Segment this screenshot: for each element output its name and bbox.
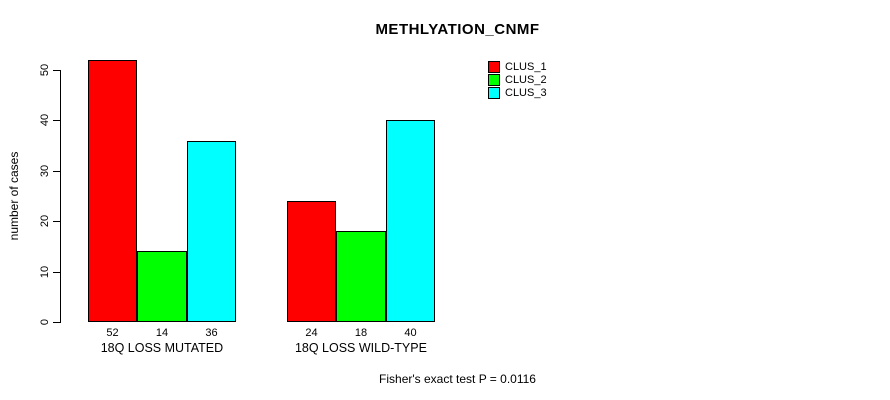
bar-value-label: 14 xyxy=(155,327,169,339)
y-axis-tick-label: 30 xyxy=(39,164,51,177)
y-axis-tick xyxy=(53,322,60,323)
y-axis-tick xyxy=(53,271,60,273)
bar-value-label: 52 xyxy=(106,327,119,339)
y-axis-label: number of cases xyxy=(7,151,21,241)
legend-label: CLUS_1 xyxy=(505,60,547,73)
legend-label: CLUS_2 xyxy=(505,73,547,86)
legend-label: CLUS_3 xyxy=(505,86,547,99)
legend: CLUS_1 CLUS_2 CLUS_3 xyxy=(488,60,547,99)
legend-row: CLUS_1 xyxy=(488,60,547,73)
bar-clus_1-2 xyxy=(287,201,336,322)
y-axis-tick xyxy=(53,221,60,223)
y-axis-tick-label: 40 xyxy=(39,114,51,127)
legend-swatch-clus_3 xyxy=(488,86,500,99)
legend-row: CLUS_3 xyxy=(488,86,547,99)
chart-title: METHLYATION_CNMF xyxy=(375,21,540,38)
legend-swatch-clus_2 xyxy=(488,73,500,86)
bar-clus_2-2 xyxy=(336,231,386,322)
bar-clus_1-1 xyxy=(88,60,137,322)
y-axis-tick xyxy=(53,70,60,71)
bar-value-label: 24 xyxy=(305,327,318,339)
y-axis-tick xyxy=(53,170,60,172)
y-axis-tick-label: 50 xyxy=(39,63,51,77)
category-label: 18Q LOSS MUTATED xyxy=(100,341,224,355)
bar-value-label: 40 xyxy=(404,327,417,339)
bar-clus_2-1 xyxy=(137,251,187,322)
bar-value-label: 18 xyxy=(354,327,368,339)
legend-swatch-clus_1 xyxy=(488,60,500,73)
stat-annotation: Fisher's exact test P = 0.0116 xyxy=(379,372,536,386)
y-axis-tick-label: 0 xyxy=(39,318,51,326)
y-axis-tick-label: 20 xyxy=(39,215,51,228)
bar-clus_3-1 xyxy=(187,141,236,322)
y-axis-tick xyxy=(53,120,60,122)
category-label: 18Q LOSS WILD-TYPE xyxy=(294,341,427,355)
bar-value-label: 36 xyxy=(205,327,218,339)
bar-clus_3-2 xyxy=(386,120,435,322)
y-axis xyxy=(60,70,61,323)
legend-row: CLUS_2 xyxy=(488,73,547,86)
y-axis-tick-label: 10 xyxy=(39,265,51,278)
